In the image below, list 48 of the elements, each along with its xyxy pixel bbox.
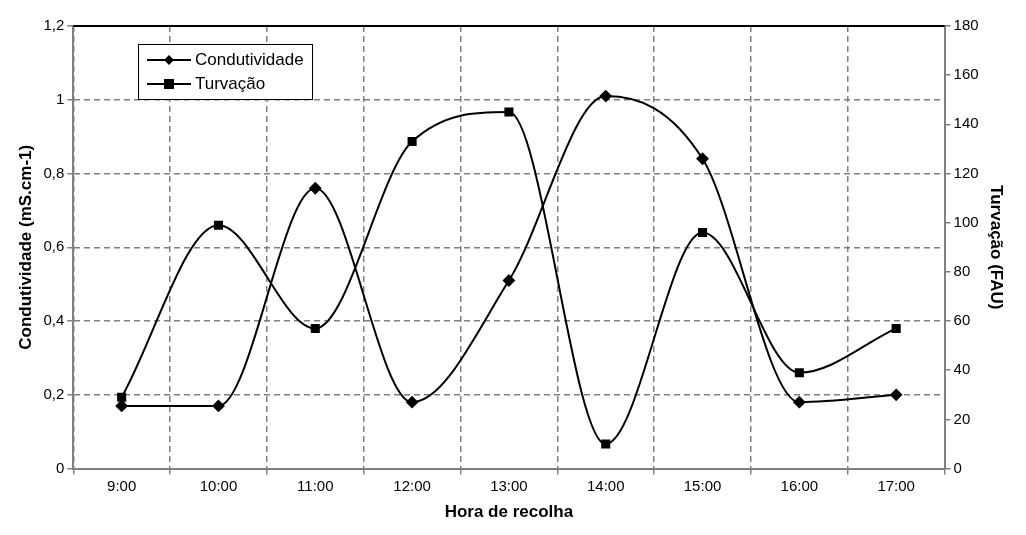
point <box>891 323 901 333</box>
legend-label: Turvação <box>195 73 266 95</box>
y-tick-label: 0,6 <box>43 237 65 255</box>
y2-tick-label: 0 <box>953 458 962 476</box>
y2-tick-label: 100 <box>953 212 979 230</box>
point <box>696 152 709 165</box>
y-tick-label: 1,2 <box>43 16 65 34</box>
point <box>309 182 322 195</box>
x-axis-title: Hora de recolha <box>444 502 574 522</box>
point <box>212 399 225 412</box>
x-tick-label: 17:00 <box>877 476 915 494</box>
point <box>601 439 611 449</box>
legend-label: Condutividade <box>195 49 304 71</box>
y2-tick-label: 120 <box>953 163 979 181</box>
point <box>117 392 127 402</box>
x-tick-label: 15:00 <box>683 476 722 494</box>
y2-tick-label: 80 <box>953 262 971 280</box>
y-tick-label: 1 <box>55 89 65 107</box>
x-tick-label: 10:00 <box>199 476 238 494</box>
x-tick-label: 9:00 <box>107 476 137 494</box>
y-tick-label: 0,4 <box>43 311 65 329</box>
point <box>793 396 806 409</box>
y-tick-label: 0,2 <box>43 384 65 402</box>
point <box>890 388 903 401</box>
y-axis-title: Condutividade (mS.cm-1) <box>15 144 35 350</box>
y2-tick-label: 20 <box>953 409 971 427</box>
y-tick-label: 0,8 <box>43 163 65 181</box>
point <box>599 90 612 103</box>
point <box>407 137 417 147</box>
x-tick-label: 12:00 <box>393 476 431 494</box>
x-tick-label: 11:00 <box>297 476 334 494</box>
y2-tick-label: 60 <box>953 311 971 329</box>
y2-tick-label: 180 <box>953 16 979 34</box>
x-tick-label: 14:00 <box>586 476 625 494</box>
y2-tick-label: 160 <box>953 65 979 83</box>
point <box>502 274 515 287</box>
y2-tick-label: 140 <box>953 114 979 132</box>
y-tick-label: 0 <box>55 458 65 476</box>
x-tick-label: 16:00 <box>780 476 819 494</box>
y2-tick-label: 40 <box>953 360 971 378</box>
y2-axis-title: Turvação (FAU) <box>987 185 1007 310</box>
point <box>406 396 419 409</box>
point <box>213 220 224 230</box>
point <box>310 323 320 333</box>
point <box>698 228 708 238</box>
point <box>504 107 514 117</box>
point <box>794 368 804 378</box>
x-tick-label: 13:00 <box>490 476 528 494</box>
